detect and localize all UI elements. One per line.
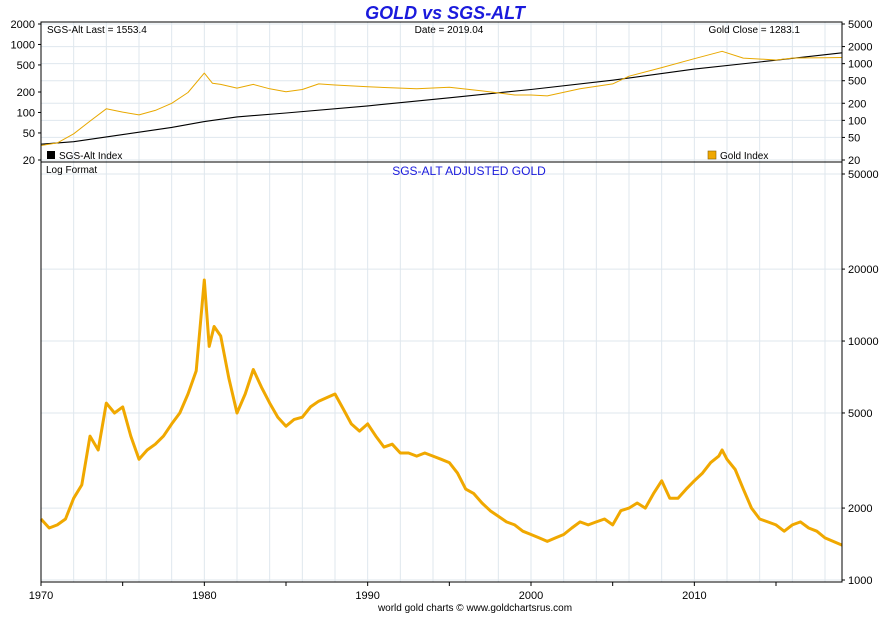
x-tick-label: 1970: [29, 590, 53, 602]
bottom-panel-title: SGS-ALT ADJUSTED GOLD: [392, 164, 546, 178]
y-tick-label-right: 1000: [848, 59, 872, 71]
gold-close-label: Gold Close = 1283.1: [709, 25, 801, 36]
top-panel-series: [40, 50, 843, 146]
y-tick-label-right: 50: [848, 132, 860, 144]
log-format-note: Log Format: [46, 165, 97, 176]
footer-credit: world gold charts © www.goldchartsrus.co…: [377, 603, 572, 614]
chart-title: GOLD vs SGS-ALT: [365, 3, 527, 23]
y-tick-label-right: 2000: [848, 42, 872, 54]
y-tick-label: 5000: [848, 408, 872, 420]
gold-index-line: [40, 50, 843, 146]
y-tick-label-left: 50: [23, 128, 35, 140]
x-tick-label: 2010: [682, 590, 706, 602]
x-axis: 1970 1980 1990 2000 2010: [29, 582, 777, 602]
y-tick-label-right: 5000: [848, 19, 872, 31]
legend-swatch-sgs-alt: [47, 151, 55, 159]
date-label: Date = 2019.04: [415, 25, 484, 36]
top-left-axis: 20 50 100 200 500 1000 2000: [11, 19, 41, 167]
y-tick-label-left: 1000: [11, 39, 35, 51]
y-tick-label: 10000: [848, 336, 879, 348]
x-tick-label: 1990: [355, 590, 379, 602]
x-tick-label: 1980: [192, 590, 216, 602]
x-tick-label: 2000: [519, 590, 543, 602]
y-tick-label-right: 100: [848, 115, 866, 127]
y-tick-label-left: 100: [17, 107, 35, 119]
legend-label-gold: Gold Index: [720, 151, 768, 162]
legend-gold: Gold Index: [707, 150, 768, 162]
y-tick-label: 2000: [848, 503, 872, 515]
y-tick-label: 20000: [848, 264, 879, 276]
y-tick-label: 50000: [848, 169, 879, 181]
bottom-panel-series: [39, 278, 843, 547]
sgs-alt-index-line: [40, 52, 843, 145]
top-right-axis: 20 50 100 200 500 1000 2000 5000: [842, 19, 872, 167]
y-tick-label-right: 20: [848, 155, 860, 167]
legend-swatch-gold: [707, 150, 717, 160]
y-tick-label-right: 200: [848, 98, 866, 110]
legend-label-sgs-alt: SGS-Alt Index: [59, 151, 122, 162]
legend-sgs-alt: SGS-Alt Index: [47, 151, 122, 162]
bottom-panel-grid: [40, 162, 842, 582]
y-tick-label-left: 200: [17, 87, 35, 99]
adjusted-gold-line: [39, 278, 843, 547]
y-tick-label-right: 500: [848, 76, 866, 88]
y-tick-label: 1000: [848, 575, 872, 587]
bottom-right-axis: 1000 2000 5000 10000 20000 50000: [842, 169, 879, 587]
y-tick-label-left: 500: [17, 60, 35, 72]
y-tick-label-left: 20: [23, 155, 35, 167]
y-tick-label-left: 2000: [11, 19, 35, 31]
bottom-panel-frame: [40, 161, 843, 583]
top-panel-grid: [40, 22, 842, 162]
sgs-alt-last-label: SGS-Alt Last = 1553.4: [47, 25, 147, 36]
